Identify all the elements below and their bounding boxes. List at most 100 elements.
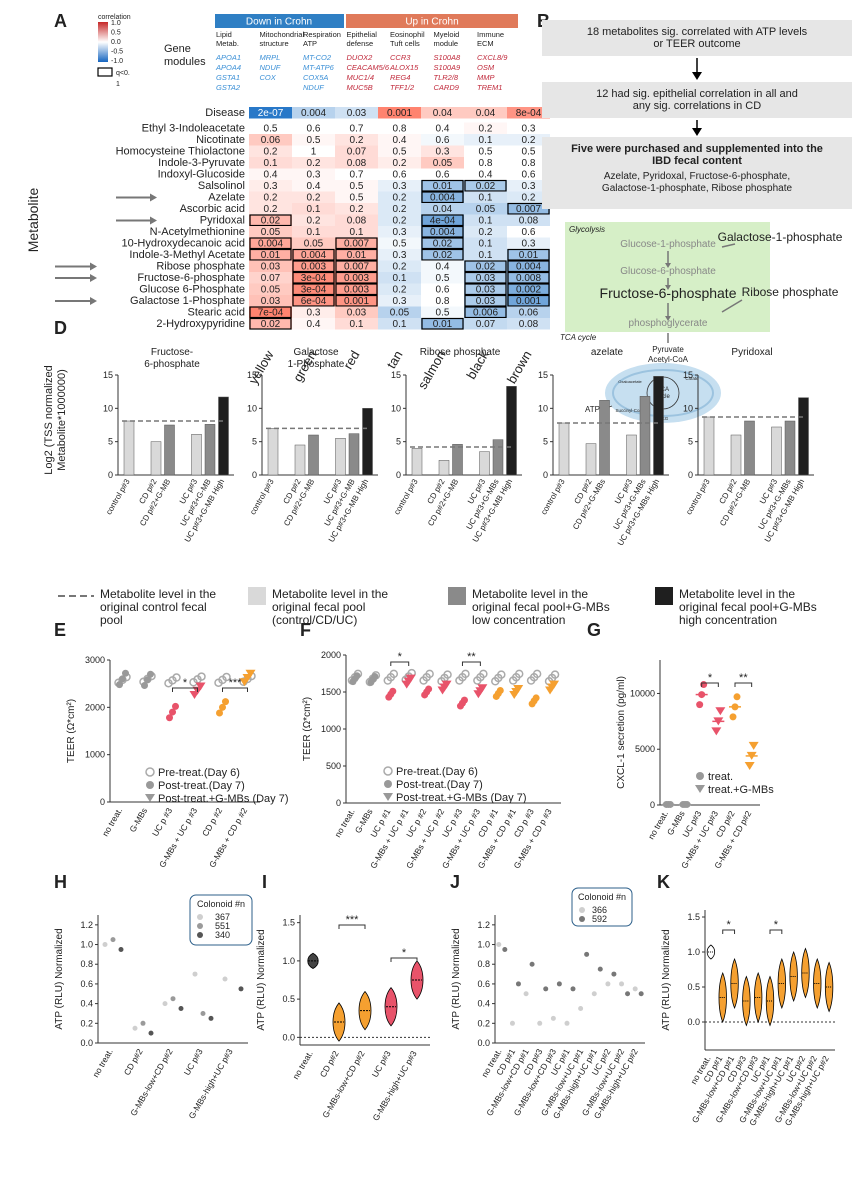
d-xlabel: control p#3 [539,477,567,516]
post-gmb-point [405,674,416,683]
sig-box [249,237,292,250]
heat-cell [421,249,464,261]
post-gmb-point [195,682,206,691]
sig-box [292,283,335,296]
heat-cell [292,122,335,134]
heat-cell [378,318,421,330]
tick-label: 0.4 [477,999,490,1009]
cell-value: 0.2 [350,135,364,146]
sig-box [421,225,464,238]
legend-text: Post-treat.+G-MBs (Day 7) [158,793,289,805]
tick-label: 1.2 [477,920,490,930]
heat-cell [292,168,335,180]
sig-box [507,260,550,273]
cell-value: 3e-04 [301,273,327,284]
cell-value: 0.003 [301,262,326,273]
j-point [509,1020,515,1026]
cell-value: 0.5 [350,193,364,204]
cell-value: 0.01 [261,250,281,261]
d-bar [452,444,463,476]
cell-value: 0.001 [516,296,541,307]
tick-label: 1.2 [80,920,93,930]
sig-box [335,283,378,296]
pre-point [550,670,560,679]
cell-value: 6e-04 [301,296,327,307]
heat-cell [507,260,550,272]
module-name: defense [347,39,374,48]
tick-label: 1.5 [282,918,295,928]
heat-cell [378,157,421,169]
d-bar [639,396,651,476]
cell-value: 0.007 [516,204,541,215]
module-gene: TLR2/8 [434,73,459,82]
panel-letter-E: E [54,620,66,640]
d-tick-label: 10 [103,403,113,413]
heat-cell [335,157,378,169]
g6p: Glucose-6-phosphate [620,266,716,277]
cell-value: 0.1 [393,273,407,284]
module-name: Tuft cells [390,39,420,48]
d-xlabel: control p#3 [104,477,132,516]
d-bar [150,441,162,476]
legend-tick: 1.0 [111,20,121,27]
arrow-head [150,216,157,225]
h-point [222,976,228,982]
post-point [169,708,176,716]
j-legend-text: 366 [592,905,607,915]
heat-cell [464,180,507,192]
k-violin [742,975,751,1027]
h-point [162,1001,168,1007]
tick-label: 1.0 [477,940,490,950]
arrow-head [665,263,671,268]
heat-cell [378,260,421,272]
d-title: Galactose [293,347,338,358]
heat-cell [292,145,335,157]
cell-value: 0.07 [261,273,281,284]
gene-modules-label: Gene [164,43,191,55]
sig-box [507,294,550,307]
d-legend-text: pool [100,613,123,627]
module-gene: ALOX15 [389,63,419,72]
cell-value: 0.03 [476,285,496,296]
cell-value: 0.8 [479,158,493,169]
module-gene: APOA1 [215,53,241,62]
heat-cell [378,145,421,157]
heat-cell [335,306,378,318]
d-xlabel: control p#3 [684,477,712,516]
cell-value: 0.001 [344,296,369,307]
h-point [148,1030,154,1036]
d-legend-swatch [655,587,673,605]
d-xlabel: control p#3 [248,477,276,516]
cell-value: 0.3 [436,147,450,158]
sig-box [507,248,550,261]
post-point [389,687,397,695]
heat-cell [464,272,507,284]
module-name: Myeloid [434,30,460,39]
legend-treat [696,772,704,780]
cell-value: 0.7 [350,124,364,135]
cell-value: 0.2 [307,216,321,227]
cell-value: 0.3 [522,124,536,135]
cell-value: 0.3 [307,170,321,181]
sig-box [421,214,464,227]
x-label: UC p#3 [370,1049,393,1079]
post-point [219,703,226,711]
row-label: Galactose 1-Phosphate [130,295,245,307]
j-point [605,981,611,987]
h-point [102,942,108,948]
d-bar [744,420,755,476]
tick-label: 0 [336,798,341,808]
k-violin [813,957,822,1010]
x-label: no treat. [90,1047,114,1079]
cell-value: 2e-07 [258,108,284,119]
cell-value: 0.01 [519,250,539,261]
module-gene: MT-CO2 [303,53,332,62]
d-legend-text: original fecal pool [272,600,365,614]
d-tick-label: 5 [108,437,113,447]
cell-value: 0.3 [393,181,407,192]
flow-box-1 [542,20,852,56]
heat-cell [249,157,292,169]
j-point [523,991,529,997]
tick-label: 1.5 [687,912,700,922]
